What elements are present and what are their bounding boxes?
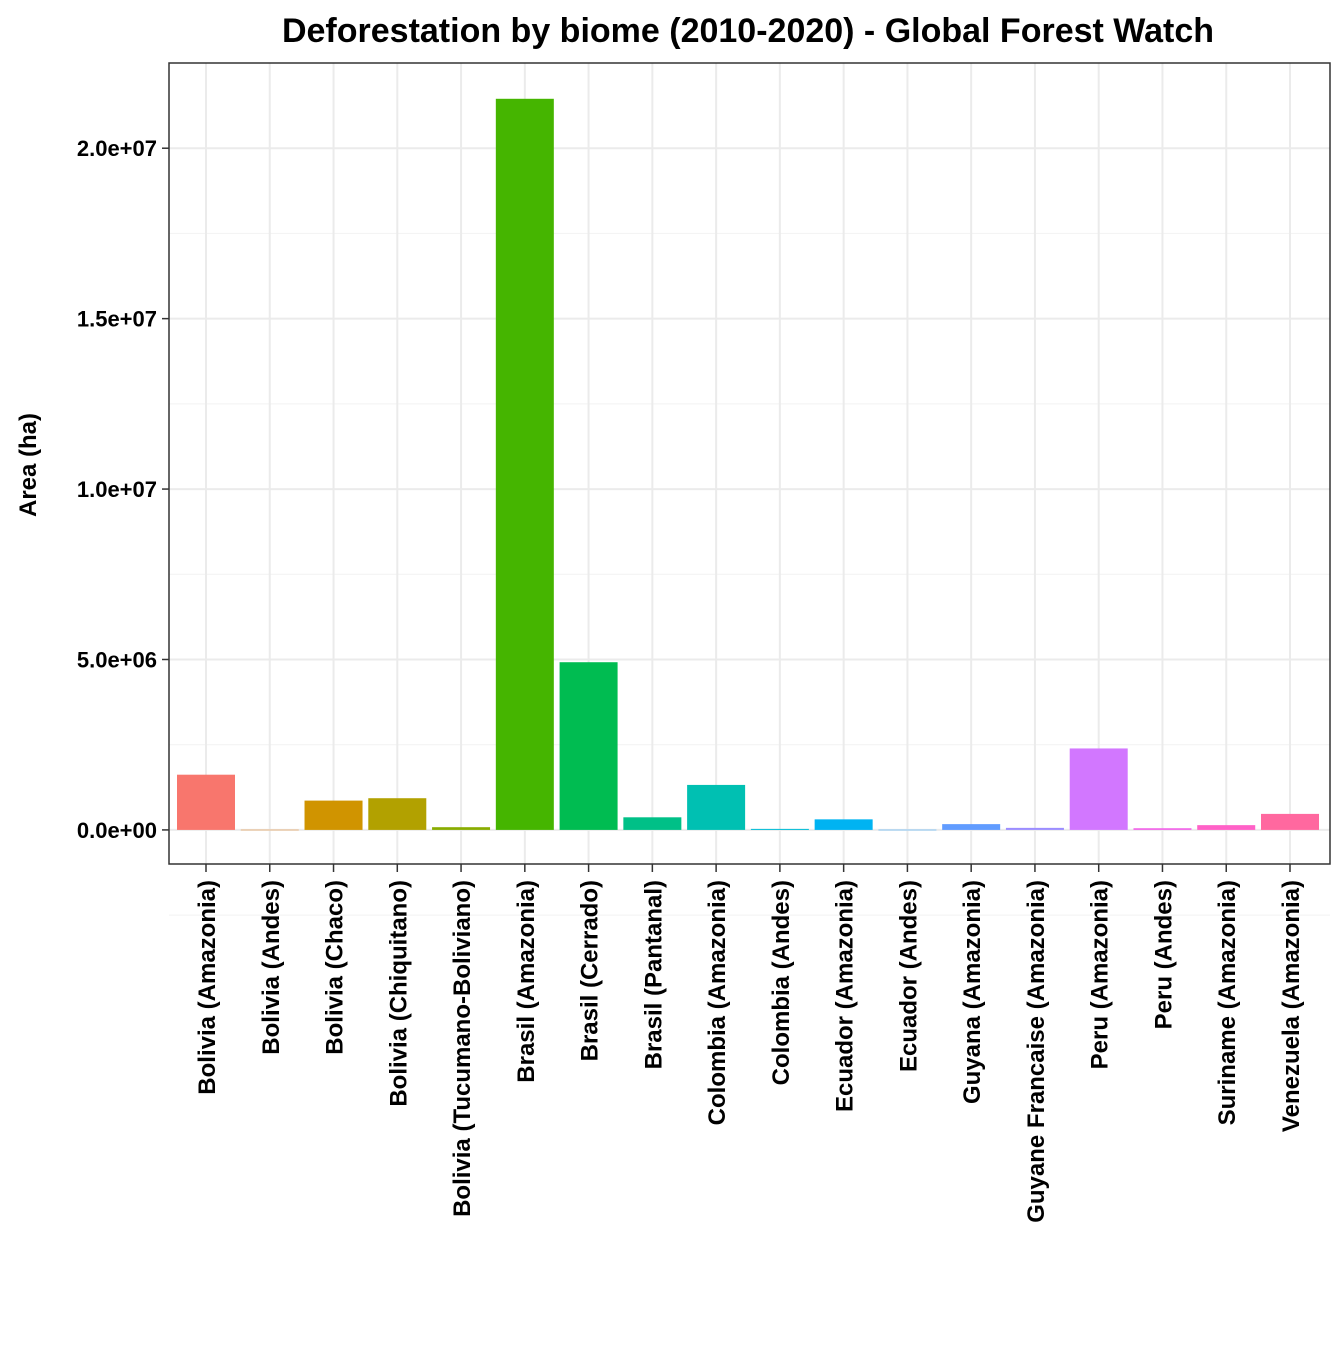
y-tick-label: 1.5e+07 xyxy=(77,307,157,332)
bar xyxy=(559,662,618,830)
bar xyxy=(177,774,235,830)
bar xyxy=(495,98,554,830)
bar xyxy=(1261,813,1319,830)
x-tick-label: Peru (Amazonia) xyxy=(1087,880,1114,1069)
x-tick-label: Brasil (Pantanal) xyxy=(640,880,667,1069)
y-axis-ticks: 0.0e+00 5.0e+06 1.0e+07 1.5e+07 2.0e+07 xyxy=(77,136,169,843)
x-tick-label: Guyane Francaise (Amazonia) xyxy=(1023,880,1050,1223)
x-tick-label: Bolivia (Chiquitano) xyxy=(385,880,412,1107)
y-tick-label: 1.0e+07 xyxy=(77,477,157,502)
x-tick-label: Colombia (Andes) xyxy=(768,880,795,1085)
bar xyxy=(814,819,873,830)
x-tick-label: Bolivia (Tucumano-Boliviano) xyxy=(449,880,476,1217)
bar xyxy=(623,817,682,830)
bar xyxy=(368,798,427,830)
bar xyxy=(240,829,299,831)
bar xyxy=(1069,748,1128,830)
y-axis-title: Area (ha) xyxy=(15,413,42,517)
y-tick-label: 0.0e+00 xyxy=(77,818,157,843)
x-tick-label: Brasil (Cerrado) xyxy=(577,880,604,1061)
x-tick-label: Colombia (Amazonia) xyxy=(704,880,731,1125)
x-tick-label: Ecuador (Andes) xyxy=(895,880,922,1072)
chart-title: Deforestation by biome (2010-2020) - Glo… xyxy=(282,12,1214,50)
x-axis-ticks: Bolivia (Amazonia) Bolivia (Andes) Bolivia… xyxy=(194,864,1305,1223)
bars xyxy=(177,98,1319,831)
bar xyxy=(1197,825,1256,830)
x-tick-label: Peru (Andes) xyxy=(1150,880,1177,1029)
bar xyxy=(432,827,491,830)
x-tick-label: Ecuador (Amazonia) xyxy=(832,880,859,1112)
x-tick-label: Guyana (Amazonia) xyxy=(959,880,986,1104)
bar xyxy=(750,828,809,830)
bar xyxy=(687,784,746,830)
x-tick-label: Brasil (Amazonia) xyxy=(513,880,540,1083)
bar xyxy=(304,800,363,830)
y-tick-label: 2.0e+07 xyxy=(77,136,157,161)
bar xyxy=(878,829,937,831)
y-tick-label: 5.0e+06 xyxy=(77,647,157,672)
bar xyxy=(942,824,1001,830)
plot-border xyxy=(168,62,1331,865)
x-tick-label: Bolivia (Chaco) xyxy=(322,880,349,1055)
x-tick-label: Suriname (Amazonia) xyxy=(1214,880,1241,1125)
bar xyxy=(1133,828,1192,830)
grid-lines xyxy=(169,63,1330,916)
x-tick-label: Bolivia (Andes) xyxy=(258,880,285,1055)
x-tick-label: Bolivia (Amazonia) xyxy=(194,880,221,1095)
bar xyxy=(1005,827,1064,830)
x-tick-label: Venezuela (Amazonia) xyxy=(1278,880,1305,1132)
